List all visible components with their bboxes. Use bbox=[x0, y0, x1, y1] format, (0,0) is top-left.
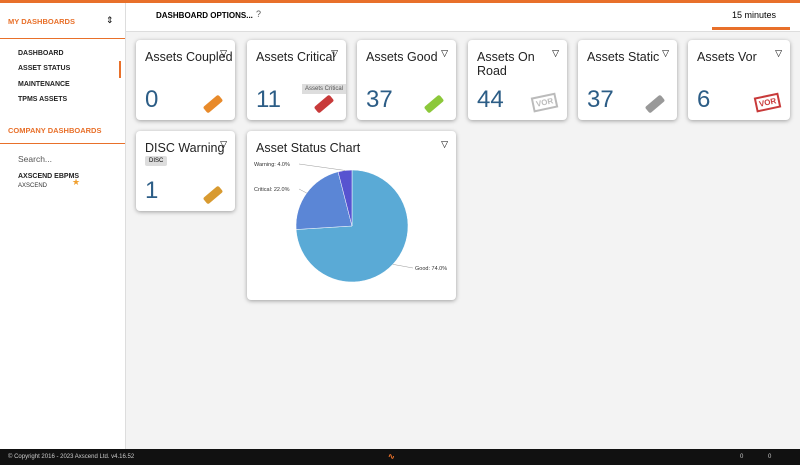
card-title: Assets Critical bbox=[256, 50, 336, 64]
pie-slice bbox=[295, 171, 353, 230]
nav-item[interactable]: DASHBOARD bbox=[18, 50, 64, 57]
slice-label: Warning: 4.0% bbox=[254, 162, 290, 168]
card-value: 11 bbox=[256, 86, 281, 113]
messages-count[interactable]: 0 bbox=[740, 454, 744, 460]
divider bbox=[0, 38, 125, 39]
slice-label: Critical: 22.0% bbox=[254, 187, 290, 193]
card-title: Assets Coupled bbox=[145, 50, 233, 64]
copyright: © Copyright 2016 - 2023 Axscend Ltd. v4.… bbox=[8, 454, 135, 460]
company-title: COMPANY DASHBOARDS bbox=[8, 126, 102, 135]
refresh-select[interactable]: 15 minutes bbox=[732, 10, 777, 20]
filter: ▽ bbox=[552, 48, 559, 58]
leader-line bbox=[298, 163, 346, 171]
card-title: Assets On Road bbox=[477, 50, 535, 78]
card-value: 1 bbox=[145, 177, 159, 204]
card-title: Assets Static bbox=[587, 50, 660, 64]
kpi-card[interactable]: Assets Good ▽ 37 bbox=[357, 40, 456, 120]
company-item[interactable]: AXSCEND EBPMS bbox=[18, 173, 80, 180]
vehicles-count[interactable]: 0 bbox=[768, 454, 772, 460]
company-sub: AXSCEND bbox=[18, 183, 48, 189]
truck-icon bbox=[423, 94, 445, 114]
refresh-underline bbox=[712, 27, 790, 30]
card-title: DISC Warning bbox=[145, 141, 225, 155]
card-value: 44 bbox=[477, 86, 504, 113]
nav-item[interactable]: TPMS ASSETS bbox=[18, 96, 68, 103]
truck-icon bbox=[202, 185, 224, 205]
chart-card: Asset Status Chart ▽ Good: 74.0% Critical… bbox=[247, 131, 456, 300]
card-value: 0 bbox=[145, 86, 159, 113]
kpi-card[interactable]: Assets Static ▽ 37 bbox=[578, 40, 677, 120]
sidebar: MY DASHBOARDS ⇕ DASHBOARD ASSET STATUS M… bbox=[0, 3, 126, 449]
truck-icon bbox=[202, 94, 224, 114]
card-title: Assets Good bbox=[366, 50, 438, 64]
divider bbox=[0, 143, 125, 144]
filter: ▽ bbox=[662, 48, 669, 58]
header: DASHBOARD OPTIONS... ? 15 minutes bbox=[126, 3, 800, 32]
leader-line bbox=[298, 188, 307, 194]
kpi-card[interactable]: Assets Vor ▽ 6 VOR bbox=[688, 40, 790, 120]
filter: ▽ bbox=[220, 139, 227, 149]
filter: ▽ bbox=[331, 48, 338, 58]
kpi-card[interactable]: Assets On Road ▽ 44 VOR bbox=[468, 40, 567, 120]
options-button[interactable]: DASHBOARD OPTIONS... bbox=[156, 11, 253, 20]
filter: ▽ bbox=[441, 48, 448, 58]
leader-line bbox=[392, 264, 414, 269]
card-value: 6 bbox=[697, 86, 711, 113]
top-bar bbox=[0, 0, 800, 3]
nav-item[interactable]: ASSET STATUS bbox=[18, 65, 71, 72]
nav-item[interactable]: MAINTENANCE bbox=[18, 81, 70, 88]
slice-label: Good: 74.0% bbox=[415, 266, 447, 272]
footer: © Copyright 2016 - 2023 Axscend Ltd. v4.… bbox=[0, 449, 800, 465]
card-title: Assets Vor bbox=[697, 50, 757, 64]
filter[interactable]: ▽ bbox=[441, 139, 448, 149]
tag: DISC bbox=[145, 156, 168, 166]
vor-badge: VOR bbox=[753, 92, 782, 113]
tooltip: Assets Critical bbox=[302, 84, 346, 94]
star[interactable]: ★ bbox=[72, 177, 81, 187]
card-value: 37 bbox=[587, 86, 614, 113]
active-marker bbox=[119, 61, 121, 78]
logo: ∿ bbox=[388, 452, 395, 461]
card-value: 37 bbox=[366, 86, 393, 113]
kpi-card[interactable]: Assets Critical ▽ 11 Assets Critical bbox=[247, 40, 346, 120]
sidebar-title[interactable]: MY DASHBOARDS bbox=[8, 17, 75, 26]
truck-icon bbox=[644, 94, 666, 114]
kpi-card[interactable]: Assets Coupled ▽ 0 bbox=[136, 40, 235, 120]
help[interactable]: ? bbox=[256, 9, 262, 19]
truck-icon bbox=[313, 94, 335, 114]
search[interactable]: Search... bbox=[18, 154, 53, 164]
pie-chart: Good: 74.0% Critical: 22.0% Warning: 4.0% bbox=[254, 162, 447, 283]
filter: ▽ bbox=[220, 48, 227, 58]
chart-title: Asset Status Chart bbox=[256, 141, 361, 155]
filter: ▽ bbox=[775, 48, 782, 58]
toggle[interactable]: ⇕ bbox=[106, 15, 114, 25]
pie-slice bbox=[337, 169, 353, 227]
vor-badge: VOR bbox=[530, 92, 559, 113]
kpi-card[interactable]: DISC Warning ▽ 1 DISC bbox=[136, 131, 235, 211]
